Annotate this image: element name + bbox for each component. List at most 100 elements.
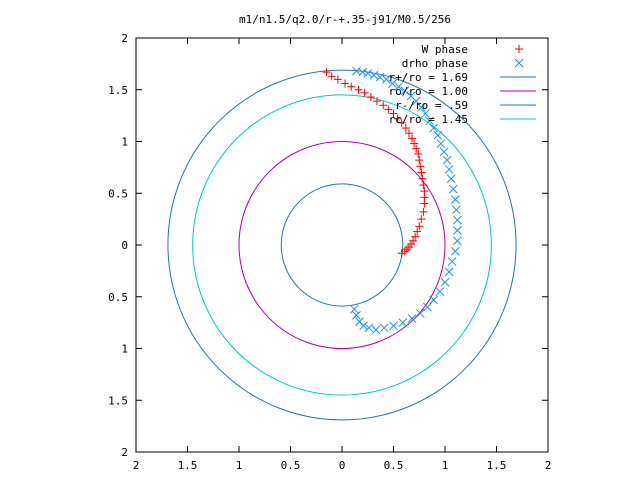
drho-phase-point [453, 215, 462, 225]
plot-frame [135, 37, 549, 453]
w-phase-point [333, 75, 342, 84]
w-phase-point [408, 134, 417, 143]
chart-title: m1/n1.5/q2.0/r-+.35-j91/M0.5/256 [239, 13, 451, 26]
legend-label: r+/ro = 1.69 [389, 71, 468, 84]
drho-phase-point [450, 246, 460, 256]
w-phase-point [416, 162, 425, 171]
drho-phase-point [407, 314, 417, 323]
x-tick-label: 1.5 [178, 459, 198, 472]
drho-phase-point [359, 321, 368, 331]
w-phase-point [322, 68, 331, 77]
drho-phase-point [444, 165, 454, 174]
w-phase-point [415, 156, 424, 165]
drho-phase-point [364, 323, 374, 333]
w-phase-point [379, 101, 388, 110]
w-phase-point [418, 174, 427, 183]
drho-phase-point [415, 308, 425, 318]
drho-phase-point [352, 311, 361, 320]
drho-phase-point [394, 82, 404, 91]
w-phase-point [413, 227, 422, 236]
drho-phase-point [421, 109, 430, 118]
w-phase-point [417, 168, 426, 177]
drho-phase-point [371, 325, 381, 335]
legend-label: W phase [422, 43, 468, 56]
w-phase-point [409, 236, 418, 245]
drho-phase-point [406, 91, 416, 101]
drho-phase-point [381, 75, 391, 84]
w-phase-point [393, 114, 402, 123]
drho-phase-point [450, 195, 460, 204]
drho-phase-point [379, 323, 389, 333]
drho-phase-point [442, 155, 452, 165]
y-tick-label: 0.5 [108, 291, 128, 304]
w-phase-point [354, 85, 363, 94]
drho-phase-point [444, 267, 454, 277]
w-phase-point [414, 149, 423, 158]
x-tick-label: 1 [442, 459, 449, 472]
w-phase-point [404, 129, 413, 138]
drho-phase-point [453, 236, 462, 246]
y-tick-label: 1.5 [108, 394, 128, 407]
x-tick-label: 2 [133, 459, 140, 472]
y-tick-label: 2 [121, 446, 128, 459]
w-phase-point [417, 215, 426, 224]
drho-phase-point [429, 295, 439, 305]
drho-phase-point [433, 130, 443, 140]
reference-circles [167, 69, 517, 421]
drho-phase-point [369, 70, 379, 80]
w-phase-point [397, 118, 406, 127]
drho-phase-point [453, 226, 462, 235]
reference-circle [238, 141, 446, 349]
drho-phase-point [423, 302, 432, 312]
y-tick-label: 1 [121, 343, 128, 356]
drho-phase-point [447, 257, 457, 266]
w-phase-point [360, 88, 369, 97]
drho-phase-point [389, 321, 398, 331]
w-phase-point [419, 180, 428, 189]
w-phase-point [366, 92, 375, 101]
legend-marker [514, 58, 524, 68]
legend-marker [515, 45, 523, 53]
legend-label: ro/ro = 1.00 [389, 85, 468, 98]
drho-phase-point [400, 86, 410, 96]
drho-phase-point [425, 116, 434, 126]
x-tick-label: 2 [545, 459, 552, 472]
w-phase-point [347, 82, 356, 91]
w-phase-point [411, 232, 420, 241]
w-phase-point [384, 105, 393, 114]
x-tick-label: 1.5 [487, 459, 507, 472]
drho-phase-point [446, 174, 456, 184]
drho-phase-point [363, 68, 373, 78]
drho-phase-point [352, 66, 361, 76]
y-tick-label: 0.5 [108, 187, 128, 200]
w-phase-point [415, 222, 424, 231]
drho-phase-point [398, 318, 408, 327]
x-tick-label: 0.5 [281, 459, 301, 472]
y-tick-label: 1.5 [108, 84, 128, 97]
y-tick-label: 2 [121, 32, 128, 45]
w-phase-point [401, 124, 410, 133]
legend-label: drho phase [402, 57, 468, 70]
w-phase-point [341, 79, 350, 88]
drho-phase-point [436, 139, 446, 148]
y-tick-label: 0 [121, 239, 128, 252]
drho-phase-point [439, 147, 449, 157]
legend-label: r-/ro = .59 [395, 99, 468, 112]
reference-circle [167, 69, 517, 421]
axis-ticks: 2 1.5 1 0.5 0 0.5 1 1.5 221.510.500.511.52 [108, 32, 551, 472]
drho-phase-point [416, 102, 426, 112]
w-phase-point [402, 245, 411, 254]
drho-phase-point [429, 123, 439, 133]
drho-phase-point [440, 277, 450, 287]
drho-phase-point [435, 287, 445, 296]
legend-label: rc/ro = 1.45 [389, 113, 468, 126]
w-phase-point [419, 207, 428, 216]
w-phase-point [373, 97, 382, 106]
reference-circle [192, 94, 492, 396]
drho-phase-point [451, 205, 461, 215]
w-phase-point [410, 139, 419, 148]
drho-phase-point [350, 304, 359, 314]
w-phase-point [420, 187, 429, 196]
